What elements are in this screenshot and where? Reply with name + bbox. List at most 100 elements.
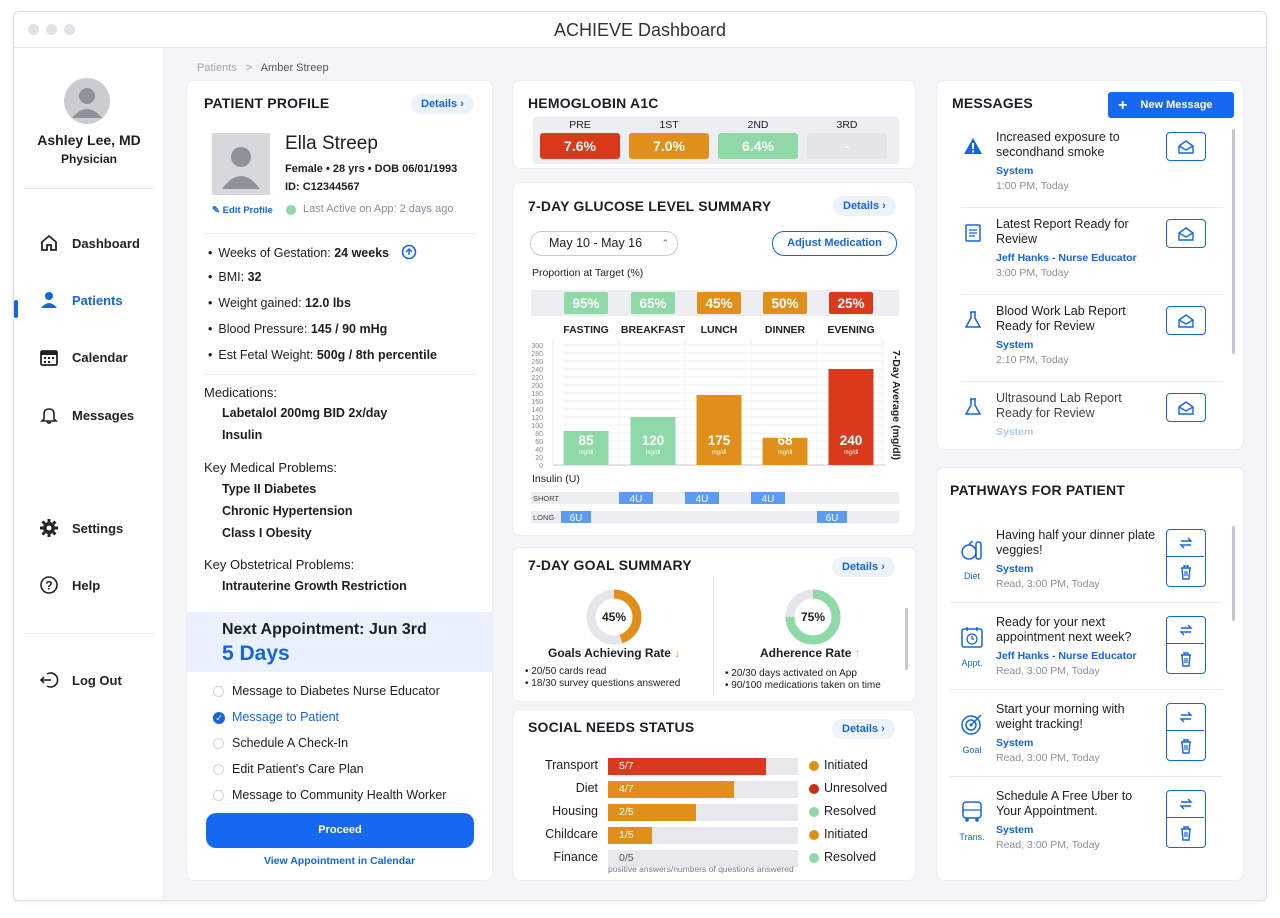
delete-pathway-button[interactable] [1167, 819, 1204, 846]
message-sender[interactable]: System [996, 426, 1034, 438]
glucose-details-button[interactable]: Details › [833, 196, 896, 216]
action-option[interactable]: Schedule A Check-In [232, 736, 349, 750]
pathway-title[interactable]: Start your morning with weight tracking! [996, 702, 1125, 731]
social-bar-value: 5/7 [619, 760, 634, 772]
adherence-rate-label: Adherence Rate ↑ [760, 646, 861, 660]
status-label: Initiated [824, 758, 868, 772]
adjust-medication-button[interactable]: Adjust Medication [772, 231, 897, 256]
nav-calendar[interactable]: Calendar [38, 345, 158, 369]
action-option[interactable]: Message to Diabetes Nurse Educator [232, 684, 440, 698]
proportion-pill [697, 292, 741, 314]
glucose-summary-card: 7-DAY GLUCOSE LEVEL SUMMARY Details › Ma… [512, 182, 916, 536]
trash-icon [1179, 825, 1193, 841]
action-option[interactable]: Message to Patient [232, 710, 340, 724]
nav-messages[interactable]: Messages [38, 403, 158, 427]
open-message-button[interactable] [1166, 219, 1206, 248]
swap-pathway-button[interactable] [1167, 530, 1204, 557]
message-title[interactable]: Blood Work Lab Report Ready for Review [996, 304, 1126, 333]
nav-patients-label: Patients [72, 292, 123, 308]
message-sender[interactable]: Jeff Hanks - Nurse Educator [996, 252, 1137, 264]
message-title[interactable]: Ultrasound Lab Report Ready for Review [996, 391, 1122, 420]
glucose-bar[interactable] [630, 417, 676, 465]
action-option[interactable]: Edit Patient's Care Plan [232, 762, 364, 776]
swap-pathway-button[interactable] [1167, 617, 1204, 644]
nav-settings[interactable]: Settings [38, 516, 158, 540]
message-title[interactable]: Latest Report Ready for Review [996, 217, 1129, 246]
pathway-sender[interactable]: System [996, 824, 1034, 836]
bar-unit-label: mg/dl [579, 450, 594, 456]
radio-button[interactable] [213, 686, 224, 697]
breadcrumb-root[interactable]: Patients [197, 62, 237, 74]
nav-dashboard[interactable]: Dashboard [38, 231, 158, 255]
swap-pathway-button[interactable] [1167, 704, 1204, 731]
profile-details-button[interactable]: Details › [411, 94, 474, 114]
message-title[interactable]: Increased exposure to secondhand smoke [996, 130, 1120, 159]
glucose-bar[interactable] [563, 431, 609, 465]
bar-value-label: 240 [840, 433, 863, 448]
a1c-column-label: 3RD [836, 119, 858, 131]
delete-pathway-button[interactable] [1167, 558, 1204, 585]
pathway-title[interactable]: Schedule A Free Uber to Your Appointment… [996, 789, 1133, 818]
nav-dashboard-label: Dashboard [72, 235, 140, 251]
nav-patients[interactable]: Patients [38, 288, 158, 312]
chart-link-icon[interactable] [401, 244, 417, 263]
message-sender[interactable]: System [996, 165, 1034, 177]
pathway-tag: Diet [963, 571, 980, 581]
radio-button[interactable] [213, 790, 224, 801]
stat-item: • Blood Pressure: 145 / 90 mHg [208, 322, 387, 336]
pathway-title[interactable]: Having half your dinner plate veggies! [996, 528, 1156, 557]
window-maximize-button[interactable] [64, 24, 75, 35]
pathway-time: Read, 3:00 PM, Today [996, 839, 1100, 851]
glucose-bar[interactable] [696, 395, 742, 465]
nav-logout[interactable]: Log Out [38, 668, 158, 692]
stat-label: Blood Pressure: [218, 322, 311, 336]
view-appointment-link[interactable]: View Appointment in Calendar [263, 855, 416, 867]
hemoglobin-a1c-card: HEMOGLOBIN A1C PRE 7.6% 1ST 7.0% 2ND 6.4% 3RD - [512, 80, 916, 169]
window-close-button[interactable] [28, 24, 39, 35]
insulin-label: Insulin (U) [532, 473, 580, 485]
status-label: Resolved [824, 850, 877, 864]
open-message-button[interactable] [1166, 306, 1206, 335]
scrollbar[interactable] [1232, 526, 1235, 621]
details-label: Details [421, 98, 458, 110]
glucose-bar[interactable] [762, 437, 808, 465]
checked-icon[interactable]: ✓ [213, 712, 225, 724]
edit-profile-link[interactable]: ✎ Edit Profile [212, 205, 273, 216]
pathway-sender[interactable]: System [996, 563, 1034, 575]
pathway-actions [1166, 703, 1206, 761]
proceed-button[interactable]: Proceed [206, 813, 474, 848]
date-range-select[interactable]: May 10 - May 16 ⌃ [530, 231, 678, 256]
category-label: BREAKFAST [621, 324, 686, 336]
goal-details-button[interactable]: Details › [832, 557, 895, 577]
proportion-at-target-label: Proportion at Target (%) [532, 267, 644, 279]
scrollbar[interactable] [1232, 129, 1235, 354]
person-icon [38, 289, 60, 311]
pathway-sender[interactable]: Jeff Hanks - Nurse Educator [996, 650, 1137, 662]
pathway-title[interactable]: Ready for your next appointment next wee… [996, 615, 1132, 644]
message-sender[interactable]: System [996, 339, 1034, 351]
avatar[interactable] [64, 78, 110, 124]
action-option[interactable]: Message to Community Health Worker [232, 788, 447, 802]
new-message-button[interactable]: + New Message [1108, 92, 1234, 118]
proportion-value: 65% [639, 296, 666, 311]
pathway-time: Read, 3:00 PM, Today [996, 578, 1100, 590]
open-message-button[interactable] [1166, 132, 1206, 161]
list-item: Insulin [222, 428, 263, 442]
radio-button[interactable] [213, 738, 224, 749]
glucose-bar[interactable] [828, 369, 874, 465]
open-message-button[interactable] [1166, 393, 1206, 422]
list-item: Type II Diabetes [222, 482, 317, 496]
adherence-bullets: • 20/30 days activated on App • 90/100 me… [725, 668, 881, 692]
nav-help[interactable]: ? Help [38, 573, 158, 597]
swap-pathway-button[interactable] [1167, 791, 1204, 818]
a1c-column-label: PRE [569, 119, 591, 131]
delete-pathway-button[interactable] [1167, 645, 1204, 672]
delete-pathway-button[interactable] [1167, 732, 1204, 759]
y-tick-label: 40 [535, 447, 543, 454]
pathway-sender[interactable]: System [996, 737, 1034, 749]
scrollbar[interactable] [905, 608, 908, 670]
radio-button[interactable] [213, 764, 224, 775]
social-details-button[interactable]: Details › [832, 719, 895, 739]
a1c-value: 6.4% [718, 133, 798, 159]
window-minimize-button[interactable] [46, 24, 57, 35]
